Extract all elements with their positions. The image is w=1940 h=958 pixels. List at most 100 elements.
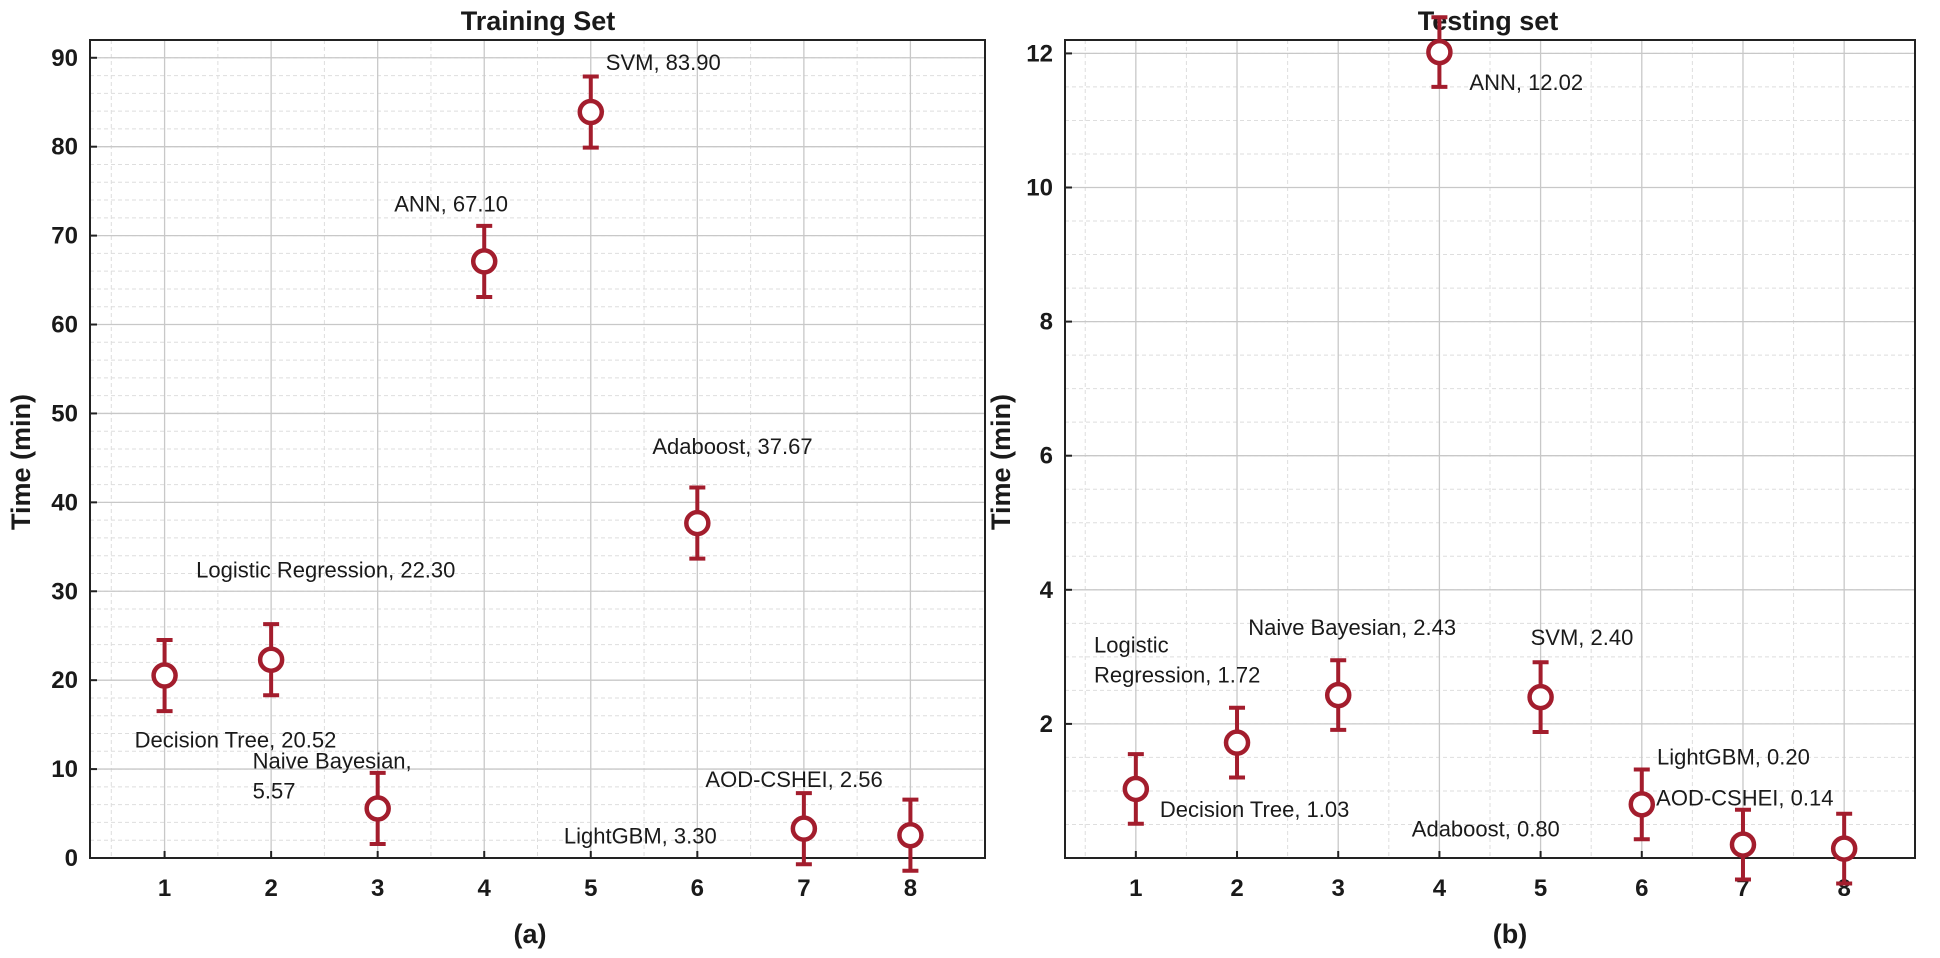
data-label-line: Naive Bayesian, 2.43 bbox=[1248, 615, 1456, 640]
data-label: Adaboost, 37.67 bbox=[652, 434, 812, 459]
data-label: Logistic Regression, 1.72 bbox=[1094, 633, 1260, 688]
data-point-group: Naive Bayesian, 2.43 bbox=[1248, 615, 1456, 732]
x-tick-label: 7 bbox=[797, 875, 810, 902]
y-tick-label: 0 bbox=[65, 845, 78, 872]
data-label: LightGBM, 3.30 bbox=[564, 824, 717, 849]
y-tick-label: 70 bbox=[51, 223, 78, 250]
y-axis-label: Time (min) bbox=[986, 394, 1016, 530]
data-label: Logistic Regression, 22.30 bbox=[196, 558, 455, 583]
x-tick-label: 7 bbox=[1736, 875, 1749, 902]
data-label: SVM, 2.40 bbox=[1531, 625, 1634, 650]
x-tick-label: 2 bbox=[1230, 875, 1243, 902]
data-label: LightGBM, 0.20 bbox=[1657, 745, 1810, 770]
data-label-line: SVM, 83.90 bbox=[606, 50, 721, 75]
y-tick-label: 10 bbox=[1026, 175, 1053, 202]
data-point-group: LightGBM, 0.20 bbox=[1657, 745, 1810, 882]
data-point bbox=[1324, 681, 1352, 709]
data-point-group: Logistic Regression, 1.72 bbox=[1094, 633, 1260, 780]
plot-frame bbox=[89, 39, 986, 859]
data-point bbox=[1628, 791, 1656, 818]
data-label-line: SVM, 2.40 bbox=[1531, 625, 1634, 650]
plot-frame bbox=[1064, 39, 1916, 859]
data-label: AOD-CSHEI, 2.56 bbox=[705, 767, 882, 792]
data-point-group: ANN, 67.10 bbox=[394, 191, 508, 299]
data-label-line: AOD-CSHEI, 2.56 bbox=[705, 767, 882, 792]
x-tick-label: 6 bbox=[1635, 875, 1648, 902]
x-tick-label: 1 bbox=[158, 875, 171, 902]
data-point-group: Logistic Regression, 22.30 bbox=[196, 558, 455, 698]
data-point bbox=[1426, 38, 1453, 66]
data-point bbox=[470, 248, 498, 275]
data-point bbox=[1223, 729, 1251, 756]
data-point bbox=[1830, 835, 1858, 862]
data-point bbox=[364, 795, 391, 822]
data-point-group: ANN, 12.02 bbox=[1426, 15, 1583, 95]
grid bbox=[90, 39, 985, 859]
data-point bbox=[1122, 775, 1150, 803]
training-set-panel: Training Set (a) Time (min) 0 10 20 30 40 50 6… bbox=[6, 6, 986, 949]
y-tick-label: 50 bbox=[51, 400, 78, 427]
data-point-group: Adaboost, 37.67 bbox=[652, 434, 813, 561]
y-tick-label: 20 bbox=[51, 667, 78, 694]
data-label: ANN, 12.02 bbox=[1469, 70, 1583, 95]
data-label: SVM, 83.90 bbox=[606, 50, 721, 75]
y-tick-label: 6 bbox=[1040, 443, 1053, 470]
y-axis-label: Time (min) bbox=[6, 394, 36, 530]
data-point bbox=[1527, 683, 1554, 711]
data-label-line: Adaboost, 37.67 bbox=[652, 434, 812, 459]
y-tick-label: 8 bbox=[1040, 309, 1053, 336]
data-label-line: Adaboost, 0.80 bbox=[1412, 816, 1560, 841]
x-tick-label: 1 bbox=[1129, 875, 1142, 902]
x-tick-label: 4 bbox=[1433, 875, 1447, 902]
y-tick-label: 60 bbox=[51, 312, 78, 339]
data-point bbox=[897, 821, 924, 849]
data-point-group: Naive Bayesian, 5.57 bbox=[253, 748, 412, 847]
x-tick-label: 3 bbox=[1332, 875, 1345, 902]
y-tick-label: 10 bbox=[51, 756, 78, 783]
data-point bbox=[577, 98, 605, 126]
data-label-line: ANN, 67.10 bbox=[394, 191, 508, 216]
panel-subtitle: (b) bbox=[1493, 919, 1527, 949]
data-point-group: SVM, 2.40 bbox=[1527, 625, 1634, 734]
data-label: Decision Tree, 1.03 bbox=[1160, 797, 1350, 822]
x-tick-label: 6 bbox=[691, 875, 704, 902]
data-point bbox=[151, 662, 178, 689]
y-tick-label: 12 bbox=[1026, 40, 1053, 67]
x-tick-label: 4 bbox=[478, 875, 492, 902]
data-point bbox=[790, 815, 818, 842]
y-tick-label: 4 bbox=[1040, 577, 1054, 604]
data-label: Naive Bayesian, 5.57 bbox=[253, 748, 412, 803]
data-label-line: Naive Bayesian, bbox=[253, 748, 412, 773]
data-point-group: AOD-CSHEI, 0.14 bbox=[1656, 786, 1858, 886]
data-point bbox=[257, 646, 285, 673]
data-label-line: Logistic Regression, 22.30 bbox=[196, 558, 455, 583]
data-point-group: Decision Tree, 1.03 bbox=[1122, 752, 1350, 826]
data-point bbox=[684, 509, 711, 537]
x-tick-label: 3 bbox=[371, 875, 384, 902]
data-label: AOD-CSHEI, 0.14 bbox=[1656, 786, 1833, 811]
data-label-line: LightGBM, 0.20 bbox=[1657, 745, 1810, 770]
x-tick-label: 2 bbox=[264, 875, 277, 902]
y-tick-label: 30 bbox=[51, 578, 78, 605]
data-label-line: Regression, 1.72 bbox=[1094, 663, 1260, 688]
data-label-line: ANN, 12.02 bbox=[1469, 70, 1583, 95]
data-point-group: Decision Tree, 20.52 bbox=[135, 637, 336, 753]
grid bbox=[1065, 40, 1915, 859]
y-tick-label: 2 bbox=[1040, 711, 1053, 738]
y-tick-label: 40 bbox=[51, 489, 78, 516]
data-label-line: LightGBM, 3.30 bbox=[564, 824, 717, 849]
y-tick-label: 80 bbox=[51, 134, 78, 161]
data-point-group: LightGBM, 3.30 bbox=[564, 791, 818, 867]
panel-title: Training Set bbox=[461, 6, 616, 36]
data-label: ANN, 67.10 bbox=[394, 191, 508, 216]
data-label-line: 5.57 bbox=[253, 778, 296, 803]
data-point-group: AOD-CSHEI, 2.56 bbox=[705, 767, 924, 873]
data-label: Naive Bayesian, 2.43 bbox=[1248, 615, 1456, 640]
x-tick-label: 5 bbox=[584, 875, 597, 902]
data-label-line: Logistic bbox=[1094, 633, 1169, 658]
data-label-line: AOD-CSHEI, 0.14 bbox=[1656, 786, 1833, 811]
panel-subtitle: (a) bbox=[514, 919, 547, 949]
data-label-line: Decision Tree, 1.03 bbox=[1160, 797, 1350, 822]
